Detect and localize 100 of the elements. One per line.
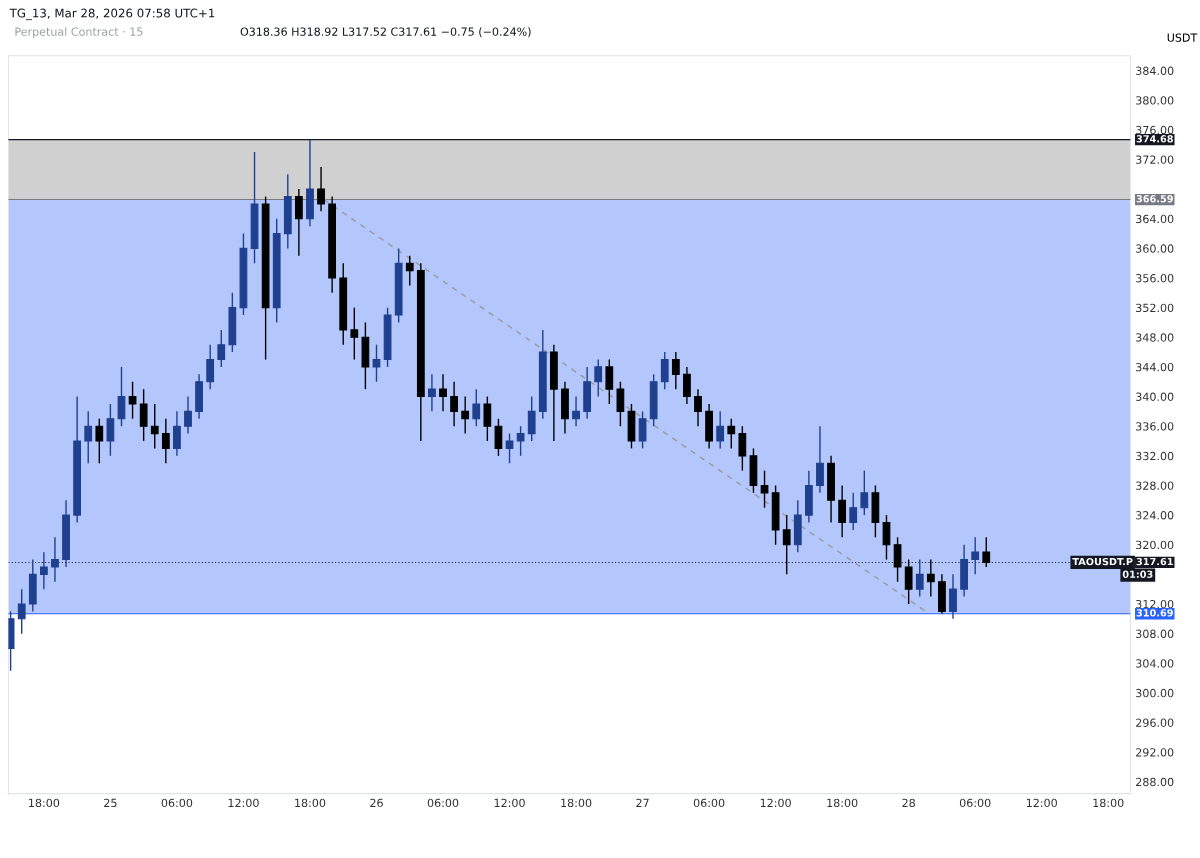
candlestick: [139, 388, 148, 442]
x-tick-label: 18:00: [827, 798, 858, 808]
chart-subtitle: O318.36 H318.92 L317.52 C317.61 −0.75 (−0.24%): [240, 27, 531, 38]
ref-line-label: 310.69: [1136, 609, 1173, 617]
candlestick: [39, 551, 48, 590]
candlestick: [472, 388, 481, 427]
candlestick: [84, 410, 93, 464]
candlestick: [450, 381, 458, 427]
candlestick: [494, 418, 503, 457]
candlestick: [594, 358, 603, 398]
x-tick-label: 25: [104, 798, 117, 808]
y-tick-label: 376.00: [1136, 125, 1174, 135]
x-tick-label: 18:00: [29, 798, 60, 808]
x-tick-label: 06:00: [427, 798, 459, 808]
candlestick: [317, 166, 325, 213]
candlestick: [428, 373, 436, 413]
candlestick: [128, 381, 137, 420]
x-tick-label: 18:00: [1093, 798, 1124, 808]
x-tick-label: 26: [370, 798, 383, 808]
candlestick: [184, 395, 192, 435]
y-tick-label: 380.00: [1136, 96, 1174, 105]
candlestick: [95, 418, 104, 464]
annotation: TAOUSDT.P: [1072, 557, 1133, 566]
x-tick-label: 28: [902, 798, 915, 808]
candlestick: [516, 425, 525, 457]
candlestick: [405, 255, 414, 287]
candlestick: [893, 536, 902, 583]
y-axis-title: USDT: [1167, 33, 1198, 42]
y-tick-label: 348.00: [1136, 333, 1174, 342]
candlestick: [838, 484, 847, 539]
candlestick: [150, 403, 159, 450]
y-tick-label: 288.00: [1136, 777, 1174, 787]
candlestick: [638, 410, 647, 450]
candlestick: [982, 536, 991, 568]
x-tick-label: 27: [636, 798, 649, 807]
y-tick-label: 304.00: [1136, 659, 1174, 668]
y-tick-label: 320.00: [1136, 540, 1174, 550]
candlestick: [439, 373, 447, 413]
candlestick: [727, 418, 736, 450]
y-tick-label: 364.00: [1136, 214, 1174, 224]
ref-line-label: 374.68: [1136, 135, 1173, 143]
y-tick-label: 356.00: [1136, 274, 1174, 283]
x-tick-label: 12:00: [228, 798, 259, 808]
y-tick-label: 292.00: [1136, 748, 1174, 757]
y-tick-label: 312.00: [1136, 599, 1174, 609]
y-tick-label: 324.00: [1136, 511, 1174, 520]
candlestick: [527, 395, 536, 442]
y-tick-label: 296.00: [1136, 718, 1174, 727]
candlestick: [926, 558, 935, 598]
y-tick-label: 308.00: [1136, 629, 1174, 639]
x-tick-label: 12:00: [1026, 798, 1057, 808]
candlestick: [949, 573, 957, 620]
y-tick-label: 384.00: [1136, 66, 1174, 75]
candlestick: [849, 492, 858, 531]
candlestick: [605, 358, 614, 405]
candlestick: [816, 425, 824, 494]
candlestick: [616, 381, 625, 427]
candlestick: [716, 410, 725, 450]
candlestick: [372, 344, 381, 383]
candlestick: [572, 395, 580, 427]
candlestick: [683, 366, 691, 405]
candlestick: [106, 403, 115, 457]
candlestick: [17, 588, 26, 635]
candlestick: [350, 306, 359, 361]
candlestick: [782, 514, 791, 576]
candlestick: [760, 469, 769, 509]
y-tick-label: 344.00: [1136, 362, 1174, 372]
ref-line-label: 366.59: [1136, 195, 1173, 203]
candlestick: [51, 536, 59, 583]
x-tick-label: 18:00: [561, 798, 592, 808]
candlestick: [915, 558, 924, 598]
x-tick-label: 06:00: [959, 798, 991, 808]
y-tick-label: 332.00: [1136, 451, 1174, 461]
y-tick-label: 372.00: [1136, 155, 1174, 164]
x-tick-label: 18:00: [295, 798, 326, 808]
candlestick: [971, 536, 980, 576]
candlestick: [217, 329, 226, 368]
candlestick: [206, 344, 215, 390]
x-tick-label: 12:00: [494, 798, 525, 808]
candlestick: [738, 425, 747, 472]
y-tick-label: 340.00: [1136, 392, 1174, 401]
y-tick-label: 336.00: [1136, 422, 1174, 431]
candlestick: [904, 558, 913, 605]
candlestick: [660, 351, 669, 390]
y-tick-label: 328.00: [1136, 481, 1174, 490]
y-tick-label: 352.00: [1136, 303, 1174, 313]
candlestick: [161, 418, 170, 464]
candlestick: [505, 432, 514, 464]
candlestick: [860, 469, 869, 516]
y-tick-label: 360.00: [1136, 244, 1174, 253]
candlestick: [694, 388, 702, 427]
y-tick-label: 300.00: [1136, 688, 1174, 698]
candlestick: [294, 188, 303, 257]
candlestick: [173, 410, 181, 457]
ref-line-label: 317.61: [1136, 557, 1173, 566]
chart-title: Perpetual Contract · 15: [15, 27, 143, 38]
x-tick-label: 06:00: [161, 798, 193, 808]
candlestick: [671, 351, 680, 390]
text: TG_13, Mar 28, 2026 07:58 UTC+1: [9, 8, 215, 21]
candlestick: [461, 395, 470, 435]
